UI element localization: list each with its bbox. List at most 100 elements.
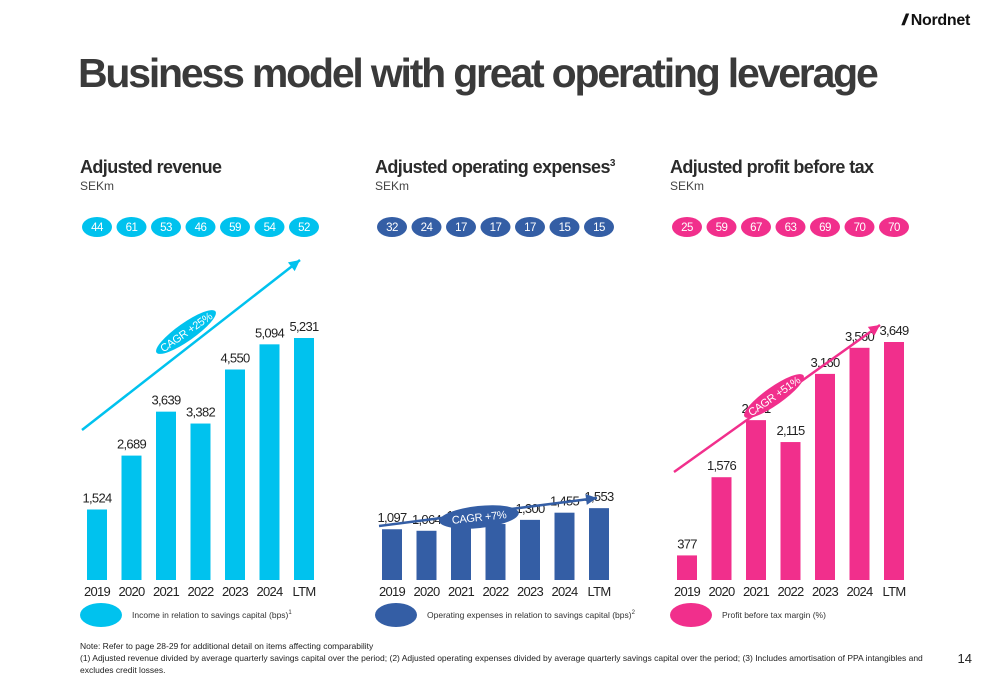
ratio-bubble-label: 70 [854, 222, 866, 234]
footnote: Note: Refer to page 28-29 for additional… [80, 640, 950, 676]
bar [554, 512, 575, 580]
bar [849, 347, 870, 580]
trend-arrowhead-icon [287, 260, 300, 272]
cagr-annotation-badge [744, 374, 804, 418]
category-label: 2021 [743, 584, 770, 599]
ratio-bubble [741, 217, 771, 237]
page-number: 14 [957, 651, 972, 666]
ratio-bubble-label: 52 [298, 222, 310, 234]
ratio-bubble-label: 53 [160, 222, 172, 234]
chart-legend: Income in relation to savings capital (b… [80, 603, 292, 627]
panel-unit: SEKm [375, 179, 410, 193]
panel-unit: SEKm [80, 179, 115, 193]
category-label: 2022 [187, 584, 214, 599]
trend-arrowhead-icon [867, 325, 880, 336]
bar-value-label: 1,576 [707, 458, 737, 473]
bar [294, 338, 314, 580]
ratio-bubble-label: 15 [593, 222, 605, 234]
chart-legend: Profit before tax margin (%) [670, 603, 826, 627]
ratio-bubble [672, 217, 702, 237]
ratio-bubble-label: 24 [421, 222, 434, 234]
ratio-bubble [844, 217, 875, 237]
ratio-bubble [810, 217, 840, 237]
panel-unit: SEKm [670, 179, 705, 193]
ratio-bubble [584, 217, 614, 237]
ratio-bubble [116, 217, 147, 237]
bar-value-label: 3,639 [151, 393, 181, 408]
ratio-bubble [151, 217, 181, 237]
category-label: LTM [883, 584, 906, 599]
ratio-bubble-label: 59 [229, 222, 241, 234]
ratio-bubble-label: 69 [819, 222, 831, 234]
category-label: 2023 [517, 584, 544, 599]
category-label: 2021 [448, 584, 475, 599]
ratio-bubble [254, 217, 285, 237]
cagr-annotation-label: CAGR +7% [451, 509, 507, 527]
category-label: LTM [293, 584, 316, 599]
panel-title: Adjusted operating expenses3 [375, 157, 615, 177]
bar [190, 423, 211, 580]
ratio-bubble [775, 217, 806, 237]
category-label: 2024 [551, 584, 578, 599]
ratio-bubble-label: 44 [91, 222, 104, 234]
bar [416, 530, 437, 580]
bar [589, 508, 609, 580]
bar [746, 420, 766, 580]
category-label: 2024 [846, 584, 873, 599]
nordnet-logo-mark-icon: // [901, 12, 908, 29]
operating-expenses-chart: 322417171715151,09720191,06420201,141202… [377, 217, 615, 599]
panel-title: Adjusted revenue [80, 157, 222, 177]
bar [259, 344, 280, 580]
category-label: 2023 [812, 584, 839, 599]
ratio-bubble-label: 25 [681, 222, 693, 234]
legend-label: Income in relation to savings capital (b… [132, 610, 292, 620]
bar-value-label: 5,231 [289, 319, 319, 334]
category-label: 2020 [413, 584, 440, 599]
category-label: 2019 [674, 584, 701, 599]
ratio-bubble [879, 217, 909, 237]
trend-arrowhead-icon [585, 493, 597, 505]
ratio-bubble-label: 17 [455, 222, 467, 234]
footnote-note: Note: Refer to page 28-29 for additional… [80, 641, 374, 651]
category-label: 2020 [708, 584, 735, 599]
category-label: 2022 [482, 584, 509, 599]
ratio-bubble [220, 217, 250, 237]
category-label: 2019 [84, 584, 111, 599]
bar-value-label: 3,382 [186, 405, 216, 420]
ratio-bubble [549, 217, 580, 237]
ratio-bubble-label: 59 [716, 222, 728, 234]
ratio-bubble-label: 63 [785, 222, 797, 234]
ratio-bubble [706, 217, 737, 237]
legend-label: Operating expenses in relation to saving… [427, 610, 635, 620]
category-label: 2023 [222, 584, 249, 599]
revenue-chart: 44 61 53 46 59 54 52 1,524 2019 2,689 2020 3,639 202… [81, 217, 320, 599]
ratio-bubble [82, 217, 112, 237]
panel-title: Adjusted profit before tax [670, 157, 874, 177]
ratio-bubble [289, 217, 319, 237]
profit-before-tax-chart: 2559676369707037720191,57620202,45120212… [672, 217, 910, 599]
ratio-bubble-label: 15 [559, 222, 571, 234]
ratio-bubble-label: 70 [888, 222, 900, 234]
bar-value-label: 1,524 [82, 490, 112, 505]
revenue-panel: Adjusted revenue SEKm 44 61 53 46 59 54 52 1,52… [80, 150, 370, 630]
category-label: 2019 [379, 584, 406, 599]
ratio-bubble-label: 61 [126, 222, 138, 234]
bar-value-label: 2,115 [776, 423, 805, 438]
bar [156, 411, 176, 580]
cagr-annotation: CAGR +51% [744, 374, 804, 419]
page-title: Business model with great operating leve… [78, 50, 879, 96]
chart-legend: Operating expenses in relation to saving… [375, 603, 635, 627]
bar-value-label: 2,689 [117, 437, 147, 452]
ratio-bubble-label: 32 [386, 222, 398, 234]
bar [884, 342, 904, 580]
category-label: 2022 [777, 584, 804, 599]
ratio-bubble [377, 217, 407, 237]
ratio-bubble-label: 17 [524, 222, 536, 234]
ratio-bubble [480, 217, 511, 237]
ratio-bubble [185, 217, 216, 237]
profit-before-tax-panel: Adjusted profit before tax SEKm 25 59 67 63… [670, 150, 960, 630]
nordnet-logo-text: Nordnet [910, 12, 971, 29]
cagr-annotation-label: CAGR +51% [746, 374, 803, 419]
cagr-annotation-badge [439, 505, 519, 529]
bar-value-label: 5,094 [255, 325, 285, 340]
